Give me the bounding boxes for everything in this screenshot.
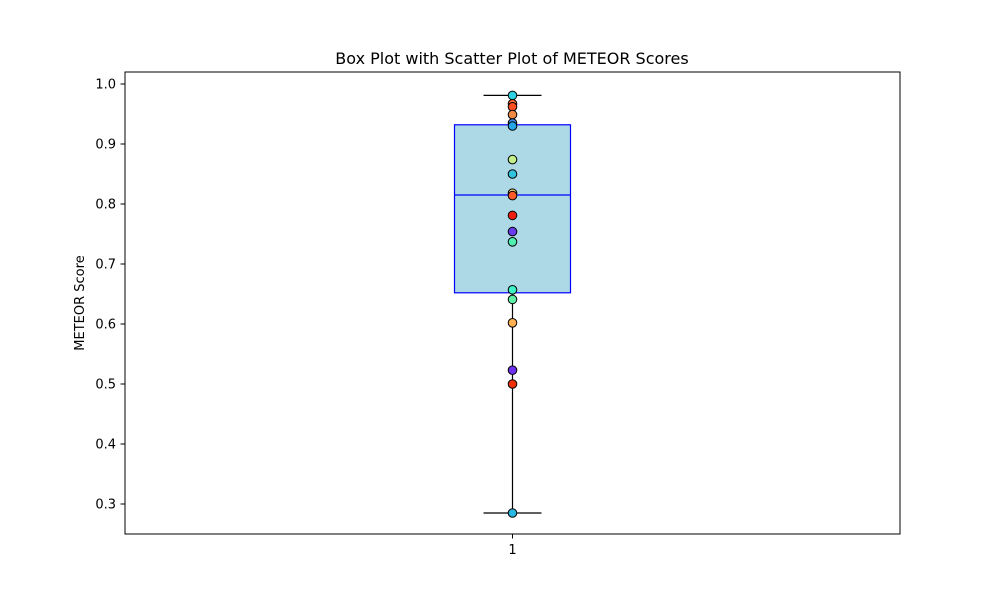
y-tick-label: 0.4 [95, 438, 116, 453]
y-tick-label: 0.5 [95, 378, 116, 393]
y-tick-label: 0.8 [95, 198, 116, 213]
x-tick-label: 1 [508, 543, 516, 558]
data-point [507, 226, 518, 237]
data-point [507, 109, 518, 120]
y-tick-label: 0.6 [95, 318, 116, 333]
data-point [507, 365, 518, 376]
data-point [507, 318, 518, 328]
data-point [507, 285, 518, 295]
y-tick-label: 1.0 [95, 78, 116, 93]
data-point [507, 169, 518, 179]
data-point [507, 210, 518, 221]
data-point [507, 121, 518, 131]
data-point [507, 294, 518, 305]
y-tick-label: 0.7 [95, 258, 116, 273]
data-point [507, 508, 518, 518]
y-axis-label: METEOR Score [73, 255, 88, 350]
data-point [507, 190, 518, 201]
y-tick-label: 0.3 [95, 498, 116, 513]
data-point [507, 154, 518, 165]
data-point [507, 90, 518, 101]
data-point [507, 237, 518, 247]
iqr-box [453, 124, 572, 294]
chart-title: Box Plot with Scatter Plot of METEOR Sco… [335, 49, 688, 68]
plot-area: 0.3 0.4 0.5 0.6 0.7 0.8 0.9 1.0 1 [95, 71, 901, 558]
y-tick-label: 0.9 [95, 138, 116, 153]
data-point [507, 379, 518, 389]
